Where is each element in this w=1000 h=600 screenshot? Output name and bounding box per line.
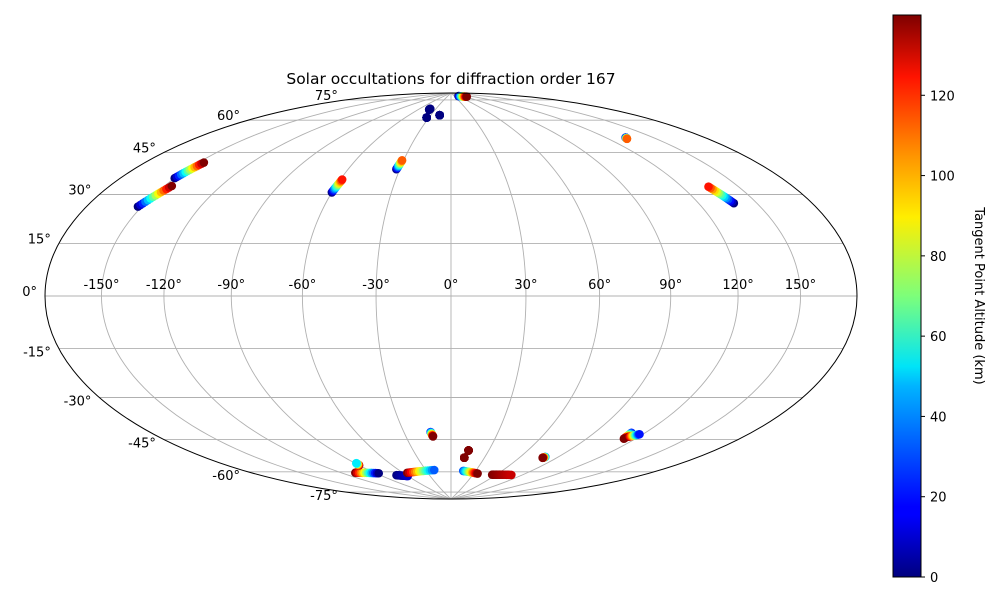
data-point <box>507 470 516 480</box>
data-point <box>538 453 547 463</box>
lon-tick-label: -30° <box>362 278 390 293</box>
data-point <box>635 429 644 439</box>
data-point <box>352 458 361 468</box>
lon-tick-label: -60° <box>289 278 317 293</box>
data-point <box>422 113 431 122</box>
chart-title: Solar occultations for diffraction order… <box>286 70 615 88</box>
lon-tick-label: 90° <box>659 278 682 293</box>
colorbar-tick-label: 100 <box>930 170 955 185</box>
data-point <box>199 158 209 167</box>
colorbar-tick-label: 120 <box>930 89 955 104</box>
lon-tick-label: 120° <box>722 278 753 293</box>
colorbar-ticks: 0 20 40 60 80 100 120 <box>921 89 955 586</box>
data-point <box>435 110 444 120</box>
data-point <box>337 175 347 184</box>
colorbar-label: Tangent Point Altitude (km) <box>971 206 986 384</box>
lat-tick-label: -15° <box>23 346 51 361</box>
colorbar-tick-label: 20 <box>930 491 947 506</box>
lat-tick-label: -45° <box>128 437 156 452</box>
lat-tick-label: 30° <box>68 184 91 199</box>
data-point <box>473 469 482 478</box>
lon-tick-label: -90° <box>217 278 245 293</box>
lat-tick-label: -60° <box>212 469 240 484</box>
data-point <box>429 465 439 475</box>
lat-tick-label: 0° <box>22 285 37 300</box>
data-point <box>462 92 472 101</box>
lat-tick-label: -30° <box>64 395 92 410</box>
lat-tick-label: -75° <box>310 489 338 504</box>
lat-tick-label: 45° <box>133 141 156 156</box>
data-point <box>460 453 469 462</box>
map-outline <box>44 92 858 500</box>
data-point <box>622 134 632 144</box>
occultation-tracks <box>133 91 739 481</box>
data-point <box>428 432 438 441</box>
map-boundary <box>44 92 858 500</box>
tick-labels: -150° -120° -90° -60° -30° 0° 30° 60° 90° 120° 150… <box>22 89 816 504</box>
data-point <box>464 446 473 455</box>
data-point <box>704 182 713 192</box>
graticule <box>45 92 857 500</box>
data-point <box>397 156 407 165</box>
lon-tick-label: -120° <box>146 278 182 293</box>
colorbar-tick-label: 80 <box>930 250 947 265</box>
lon-tick-label: -150° <box>83 278 119 293</box>
lon-tick-label: 0° <box>444 278 459 293</box>
lon-tick-label: 150° <box>785 278 816 293</box>
data-point <box>374 468 384 478</box>
colorbar-tick-label: 40 <box>930 410 947 425</box>
data-point <box>167 181 177 191</box>
lat-tick-label: 15° <box>28 232 51 247</box>
lat-tick-label: 60° <box>217 109 240 124</box>
data-point <box>425 104 435 114</box>
colorbar-tick-label: 0 <box>930 571 938 586</box>
lat-tick-label: 75° <box>315 89 338 104</box>
lon-tick-label: 60° <box>588 278 611 293</box>
lon-tick-label: 30° <box>514 278 537 293</box>
colorbar-tick-label: 60 <box>930 330 947 345</box>
colorbar <box>892 14 922 578</box>
